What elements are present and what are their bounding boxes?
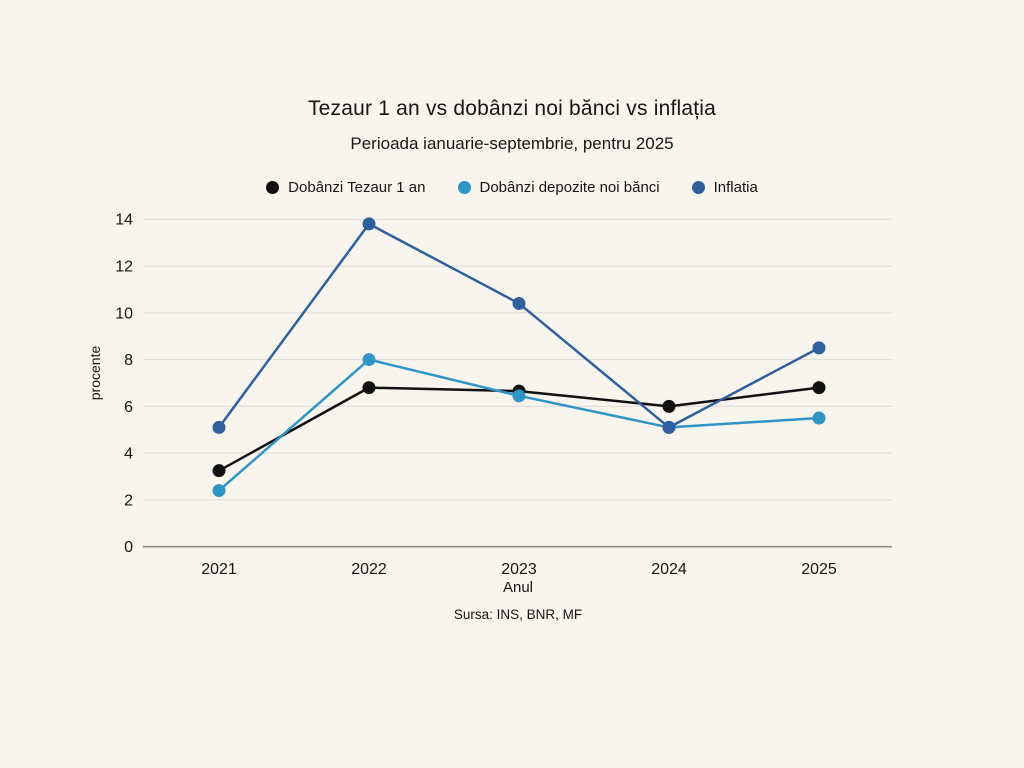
legend-dot xyxy=(266,181,280,194)
plot-area: 0 2 4 6 8 10 12 14 2021 2022 2023 2024 2025 xyxy=(115,212,892,578)
legend-item-2[interactable]: Inflatia xyxy=(691,179,758,196)
data-point xyxy=(812,381,826,395)
chart-subtitle: Perioada ianuarie-septembrie, pentru 202… xyxy=(350,134,674,153)
data-point xyxy=(512,389,526,403)
data-point xyxy=(212,484,226,498)
y-tick-label: 10 xyxy=(115,305,133,322)
y-tick-label: 6 xyxy=(124,399,133,416)
legend-label: Dobânzi Tezaur 1 an xyxy=(288,179,426,196)
x-tick-label: 2024 xyxy=(651,561,687,578)
x-tick-label: 2022 xyxy=(351,561,387,578)
chart-title: Tezaur 1 an vs dobânzi noi bănci vs infl… xyxy=(307,97,717,120)
legend: Dobânzi Tezaur 1 an Dobânzi depozite noi … xyxy=(0,179,1024,196)
x-tick-label: 2021 xyxy=(201,561,237,578)
data-point xyxy=(662,399,676,413)
data-point xyxy=(362,381,376,395)
source-note: Sursa: INS, BNR, MF xyxy=(453,607,583,622)
data-point xyxy=(662,420,676,434)
x-axis-label: Anul xyxy=(502,579,534,596)
y-tick-label: 12 xyxy=(115,259,133,276)
legend-item-1[interactable]: Dobânzi depozite noi bănci xyxy=(457,179,660,196)
y-tick-label: 14 xyxy=(115,212,133,229)
y-tick-label: 4 xyxy=(124,446,133,463)
legend-dot xyxy=(691,181,705,194)
legend-item-0[interactable]: Dobânzi Tezaur 1 an xyxy=(266,179,426,196)
data-point xyxy=(362,353,376,367)
y-tick-label: 2 xyxy=(124,492,133,509)
data-point xyxy=(212,420,226,434)
legend-label: Inflatia xyxy=(713,179,758,196)
data-point xyxy=(362,217,376,231)
data-point xyxy=(812,411,826,425)
legend-label: Dobânzi depozite noi bănci xyxy=(479,179,660,196)
data-point xyxy=(512,296,526,310)
data-point xyxy=(812,341,826,355)
data-point xyxy=(212,464,226,478)
y-tick-label: 8 xyxy=(124,352,133,369)
series-line-1 xyxy=(218,358,820,492)
x-tick-label: 2023 xyxy=(501,561,537,578)
legend-dot xyxy=(457,181,471,194)
y-tick-label: 0 xyxy=(124,539,133,556)
x-tick-label: 2025 xyxy=(801,561,837,578)
